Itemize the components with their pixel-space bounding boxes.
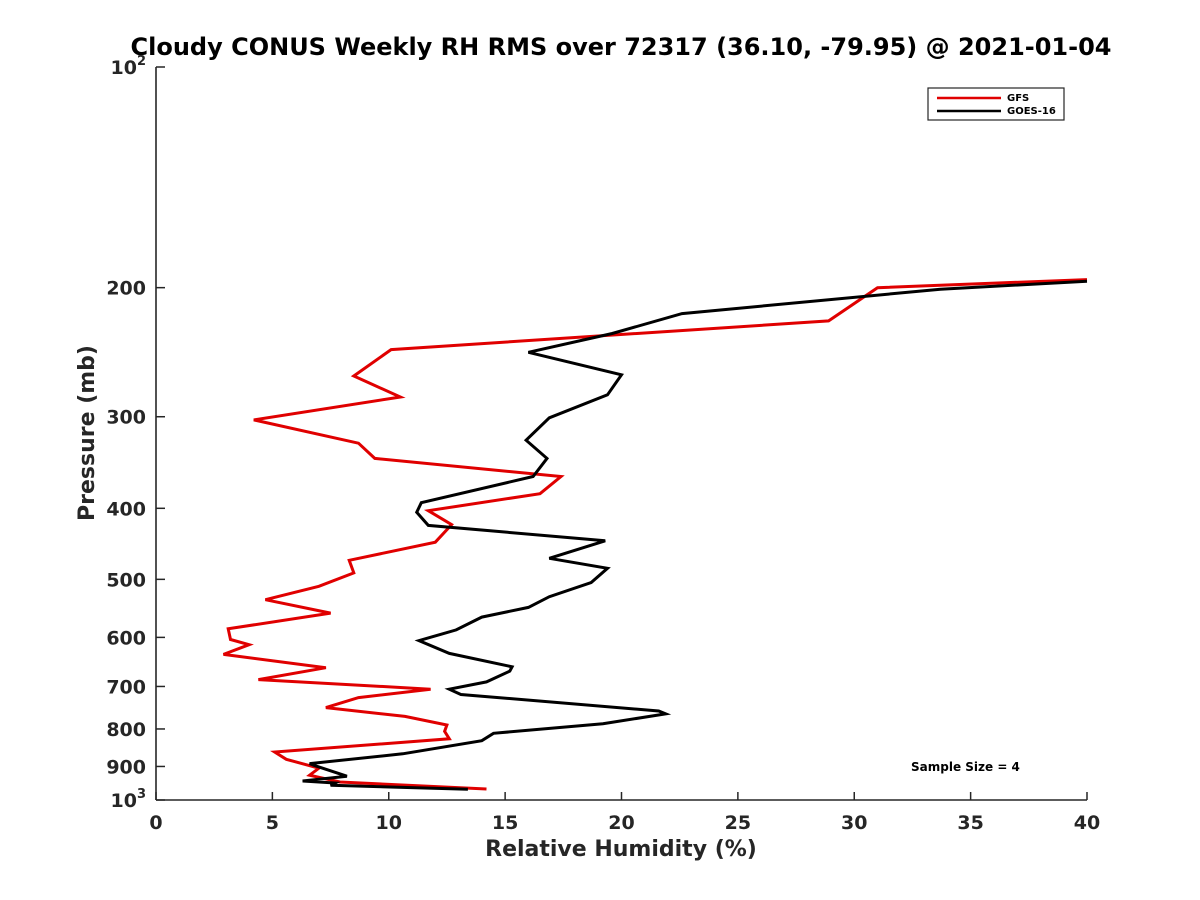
series-line-gfs [222, 278, 1088, 791]
x-tick-label: 15 [492, 812, 518, 834]
y-tick-label: 102 [111, 54, 147, 79]
series-layer [222, 278, 1088, 791]
x-tick-label: 35 [957, 812, 983, 834]
chart-title: Cloudy CONUS Weekly RH RMS over 72317 (3… [131, 33, 1112, 61]
y-tick-label: 103 [111, 787, 147, 812]
y-tick-label: 300 [106, 407, 146, 429]
y-tick-label: 900 [106, 756, 146, 778]
sample-size-annotation: Sample Size = 4 [911, 760, 1020, 774]
x-tick-label: 30 [841, 812, 867, 834]
y-tick-label: 800 [106, 719, 146, 741]
legend: GFS GOES-16 [927, 87, 1065, 121]
legend-gfs-label: GFS [1007, 93, 1029, 104]
x-ticks: 0 5 10 15 20 25 30 35 40 [149, 792, 1100, 834]
legend-goes16-label: GOES-16 [1007, 106, 1056, 117]
x-tick-label: 25 [725, 812, 751, 834]
y-tick-label: 600 [106, 627, 146, 649]
x-tick-label: 40 [1074, 812, 1100, 834]
series-line-goes16 [302, 279, 1088, 791]
x-axis-label: Relative Humidity (%) [485, 837, 757, 862]
y-tick-label: 500 [106, 569, 146, 591]
y-ticks: 102 200 300 400 500 600 700 800 900 103 [106, 54, 165, 812]
y-tick-label: 700 [106, 676, 146, 698]
x-tick-label: 5 [266, 812, 279, 834]
x-tick-label: 10 [376, 812, 402, 834]
legend-box [927, 87, 1065, 121]
y-tick-label: 200 [106, 278, 146, 300]
y-tick-label: 400 [106, 498, 146, 520]
y-axis-label: Pressure (mb) [75, 345, 100, 521]
x-tick-label: 0 [149, 812, 162, 834]
x-tick-label: 20 [608, 812, 634, 834]
axes [155, 67, 1087, 801]
